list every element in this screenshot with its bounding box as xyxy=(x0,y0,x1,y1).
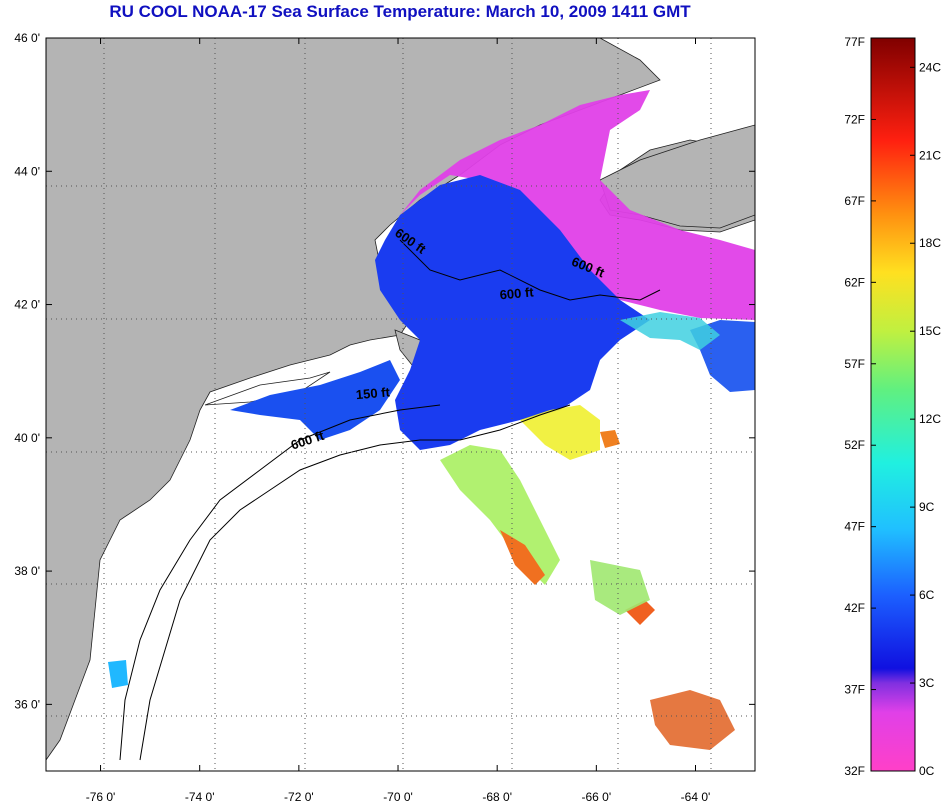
map-axes: 46 0' 44 0' 42 0' 40 0' 38 0' 36 0' -76 0' -74 … xyxy=(14,31,755,804)
lat-tick-label: 36 0' xyxy=(14,697,40,711)
lat-tick-label: 42 0' xyxy=(14,298,40,312)
lat-tick-label: 40 0' xyxy=(14,431,40,445)
colorbar-f-label: 77F xyxy=(844,35,865,49)
lon-tick-label: -74 0' xyxy=(185,790,215,804)
colorbar-f-label: 47F xyxy=(844,520,865,534)
lon-tick-label: -64 0' xyxy=(681,790,711,804)
sst-cyan-shelf xyxy=(620,312,720,350)
colorbar-f-label: 67F xyxy=(844,194,865,208)
colorbar-c-label: 0C xyxy=(919,764,935,778)
contour-label: 150 ft xyxy=(355,384,391,402)
lon-tick-label: -72 0' xyxy=(284,790,314,804)
colorbar-f-label: 52F xyxy=(844,438,865,452)
contour-600ft-gulf xyxy=(399,239,661,301)
sst-orange-patch-1 xyxy=(500,530,545,585)
lat-tick-label: 44 0' xyxy=(14,164,40,178)
lat-tick-label: 38 0' xyxy=(14,564,40,578)
colorbar-f-label: 57F xyxy=(844,357,865,371)
map-frame xyxy=(45,37,756,772)
lon-tick-label: -70 0' xyxy=(383,790,413,804)
long-island xyxy=(204,371,331,406)
map-plot-area xyxy=(46,38,755,771)
lon-tick-label: -66 0' xyxy=(582,790,612,804)
colorbar-f-label: 37F xyxy=(844,683,865,697)
contour-150ft xyxy=(119,404,441,761)
colorbar-c-label: 12C xyxy=(919,412,941,426)
sst-slope-yellow xyxy=(520,405,600,460)
colorbar-c-label: 6C xyxy=(919,588,935,602)
sst-magenta-region xyxy=(400,90,755,320)
colorbar-f-label: 72F xyxy=(844,112,865,126)
sst-orange-patch-4 xyxy=(650,690,735,750)
contour-600ft-south xyxy=(139,404,571,761)
colorbar-f-label: 62F xyxy=(844,275,865,289)
colorbar xyxy=(870,37,916,772)
colorbar-c-label: 3C xyxy=(919,676,935,690)
sst-blue-coastal xyxy=(230,360,400,440)
lat-tick-label: 46 0' xyxy=(14,31,40,45)
colorbar-f-label: 42F xyxy=(844,601,865,615)
lon-tick-label: -68 0' xyxy=(482,790,512,804)
contour-label: 600 ft xyxy=(499,284,535,302)
map-title: RU COOL NOAA-17 Sea Surface Temperature:… xyxy=(109,2,691,21)
sst-cyan-patch xyxy=(108,660,128,688)
colorbar-c-label: 15C xyxy=(919,324,941,338)
sst-slope-green xyxy=(440,445,560,585)
colorbar-c-label: 18C xyxy=(919,236,941,250)
colorbar-labels: 77F 72F 67F 62F 57F 52F 47F 42F 37F 32F 24C 21C 18C 1… xyxy=(844,35,941,778)
colorbar-c-label: 9C xyxy=(919,500,935,514)
colorbar-f-label: 32F xyxy=(844,764,865,778)
colorbar-c-label: 24C xyxy=(919,60,941,74)
colorbar-c-label: 21C xyxy=(919,148,941,162)
graticule xyxy=(46,38,755,771)
lon-tick-label: -76 0' xyxy=(86,790,116,804)
sst-green-patch xyxy=(590,560,650,615)
sst-blue-region xyxy=(375,175,650,450)
sst-orange-patch-3 xyxy=(600,430,620,448)
